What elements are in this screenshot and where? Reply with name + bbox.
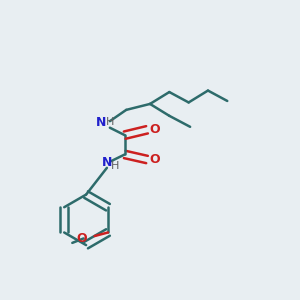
- Text: O: O: [149, 123, 160, 136]
- Text: N: N: [96, 116, 107, 129]
- Text: H: H: [106, 117, 114, 128]
- Text: H: H: [111, 161, 119, 171]
- Text: N: N: [102, 156, 112, 169]
- Text: O: O: [76, 232, 87, 245]
- Text: O: O: [149, 153, 160, 166]
